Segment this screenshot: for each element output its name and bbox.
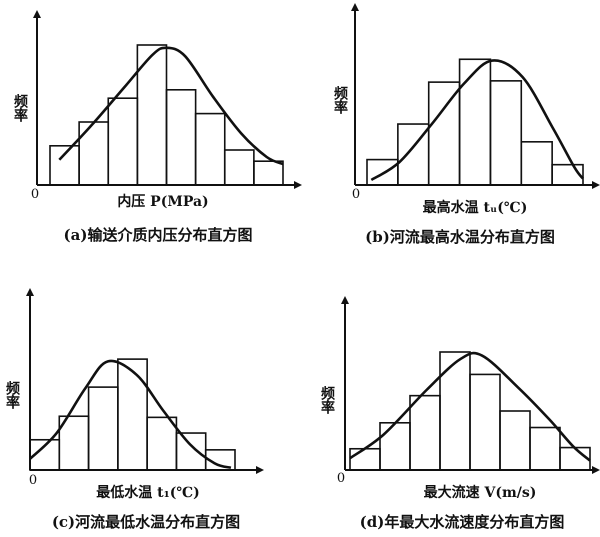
chart-panel-d: 频率 0 最大流速 V(m/s) (d)年最大水流速度分布直方图: [319, 296, 600, 531]
histogram-bar: [165, 89, 197, 186]
origin-label: 0: [31, 187, 39, 202]
histogram-bar: [49, 145, 80, 186]
chart-panel-b: 频率 0 最高水温 tᵤ(℃) (b)河流最高水温分布直方图: [332, 3, 600, 246]
histogram-bar: [349, 447, 381, 471]
histogram-bar: [551, 163, 584, 186]
chart-caption: (a)输送介质内压分布直方图: [64, 226, 253, 244]
origin-label: 0: [29, 473, 37, 488]
chart-panel-c: 频率 0 最低水温 t₁(℃) (c)河流最低水温分布直方图: [4, 288, 264, 531]
histogram-bar: [107, 97, 139, 186]
histogram-bar: [379, 421, 411, 471]
fitted-curve: [349, 351, 591, 462]
histogram-bar: [146, 416, 178, 471]
fitted-curve: [29, 359, 232, 470]
histogram-bar: [87, 386, 119, 471]
histogram-bar: [458, 58, 492, 186]
histogram-bar: [366, 158, 399, 186]
histogram-bar: [489, 80, 523, 186]
chart-caption: (d)年最大水流速度分布直方图: [360, 513, 565, 531]
histogram-bar: [204, 449, 236, 471]
chart-caption: (c)河流最低水温分布直方图: [52, 513, 240, 531]
chart-caption: (b)河流最高水温分布直方图: [365, 228, 555, 246]
x-axis-title: 最大流速 V(m/s): [424, 484, 537, 501]
histogram-bar: [559, 446, 591, 471]
origin-label: 0: [352, 187, 360, 202]
histogram-bar: [175, 432, 207, 471]
histogram-bar: [499, 410, 531, 471]
histogram-bar: [78, 121, 110, 186]
y-axis-label: 频率: [4, 380, 20, 410]
histogram-bar: [223, 149, 255, 186]
histogram-bar: [427, 81, 461, 186]
histogram-bar: [439, 351, 471, 471]
histogram-bar: [194, 112, 226, 186]
origin-label: 0: [337, 471, 345, 486]
chart-panel-a: 频率 0 内压 P(MPa) (a)输送介质内压分布直方图: [12, 10, 302, 244]
histogram-bar: [409, 394, 441, 471]
x-axis-title: 最低水温 t₁(℃): [96, 484, 200, 501]
y-axis-label: 频率: [332, 85, 348, 115]
histogram-bar: [117, 358, 148, 471]
y-axis-label: 频率: [319, 385, 335, 415]
histogram-bar: [469, 373, 501, 471]
fitted-curve: [370, 59, 585, 182]
histogram-bar: [520, 141, 553, 186]
x-axis-title: 最高水温 tᵤ(℃): [423, 199, 528, 216]
x-axis-title: 内压 P(MPa): [117, 193, 208, 210]
y-axis-label: 频率: [12, 93, 28, 123]
fitted-curve: [58, 46, 284, 166]
histogram-bar: [529, 426, 561, 471]
histogram-bar: [253, 160, 284, 186]
